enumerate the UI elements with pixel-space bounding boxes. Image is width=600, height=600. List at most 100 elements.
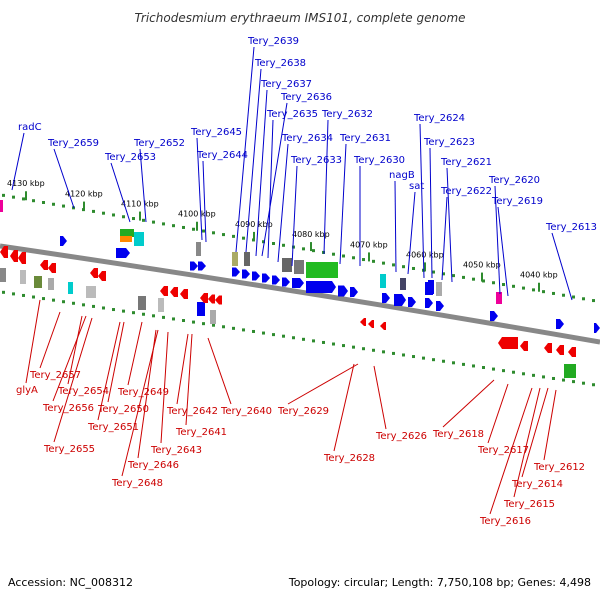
- inner-ring-dot: [32, 295, 35, 299]
- gene-label-bottom: Tery_2614: [511, 479, 563, 490]
- inner-ring-dot: [352, 345, 355, 349]
- gene-block: [496, 292, 502, 304]
- inner-ring-dot: [472, 364, 475, 368]
- reverse-gene: [0, 246, 8, 258]
- outer-ring-dot: [102, 211, 105, 215]
- outer-ring-dot: [2, 193, 5, 197]
- scale-major-tick: [481, 272, 483, 282]
- reverse-gene: [18, 252, 26, 264]
- forward-gene: [594, 323, 600, 333]
- gene-label-top: Tery_2637: [260, 79, 312, 90]
- outer-ring-dot: [592, 299, 595, 303]
- inner-ring-dot: [292, 336, 295, 340]
- genome-info-text: Topology: circular; Length: 7,750,108 bp…: [288, 576, 591, 589]
- gene-leader: [127, 321, 143, 386]
- inner-ring-dot: [72, 301, 75, 305]
- gene-leader: [277, 143, 289, 263]
- inner-ring-dot: [402, 353, 405, 357]
- gene-label-bottom: Tery_2643: [150, 445, 202, 456]
- gene-leader: [513, 387, 541, 498]
- inner-ring-dot: [122, 309, 125, 313]
- gene-leader: [235, 46, 255, 253]
- backbone-line: [0, 243, 600, 345]
- gene-label-top: sat: [409, 181, 424, 192]
- scale-label: 4110 kbp: [121, 200, 159, 209]
- inner-ring-dot: [582, 381, 585, 385]
- inner-ring-dot: [592, 383, 595, 387]
- inner-ring-dot: [302, 337, 305, 341]
- gene-label-top: Tery_2644: [196, 150, 248, 161]
- gene-leader: [139, 148, 147, 223]
- outer-ring-dot: [472, 277, 475, 281]
- forward-gene: [382, 293, 390, 303]
- gene-label-bottom: Tery_2628: [323, 453, 375, 464]
- gene-leader: [52, 315, 87, 402]
- outer-ring-dot: [262, 240, 265, 244]
- outer-ring-dot: [202, 229, 205, 233]
- outer-ring-dot: [482, 279, 485, 283]
- gene-leader: [110, 162, 131, 223]
- gene-label-bottom: Tery_2640: [220, 406, 272, 417]
- forward-gene: [60, 236, 67, 246]
- reverse-gene: [90, 268, 98, 278]
- outer-ring-dot: [342, 254, 345, 258]
- outer-ring-dot: [452, 274, 455, 278]
- gene-block: [86, 286, 96, 298]
- inner-ring-dot: [252, 329, 255, 333]
- gene-label-top: Tery_2638: [254, 58, 306, 69]
- outer-ring-dot: [192, 227, 195, 231]
- outer-ring-dot: [282, 243, 285, 247]
- gene-block: [244, 252, 250, 266]
- forward-gene: [116, 248, 130, 258]
- gene-leader: [245, 68, 262, 253]
- outer-ring-dot: [332, 252, 335, 256]
- gene-leader: [551, 232, 573, 301]
- inner-ring-dot: [542, 375, 545, 379]
- gene-leader: [185, 333, 193, 426]
- gene-label-top: Tery_2619: [491, 196, 543, 207]
- inner-ring-dot: [462, 362, 465, 366]
- gene-label-bottom: Tery_2646: [127, 460, 179, 471]
- inner-ring-dot: [442, 359, 445, 363]
- reverse-gene: [160, 286, 168, 296]
- inner-ring-dot: [22, 293, 25, 297]
- gene-label-bottom: Tery_2617: [477, 445, 529, 456]
- gene-block: [306, 262, 338, 278]
- reverse-gene: [380, 322, 386, 330]
- gene-leader: [291, 165, 298, 267]
- forward-gene: [408, 297, 416, 307]
- gene-label-top: nagB: [389, 170, 415, 181]
- outer-ring-dot: [462, 275, 465, 279]
- outer-ring-dot: [272, 242, 275, 246]
- backbone-layer: [0, 243, 600, 345]
- inner-ring-dot: [422, 356, 425, 360]
- gene-leader: [441, 196, 448, 281]
- inner-ring-dot: [562, 378, 565, 382]
- gene-leader: [97, 321, 121, 421]
- inner-ring-dot: [452, 361, 455, 365]
- inner-ring-dot: [332, 342, 335, 346]
- outer-ring-dot: [362, 258, 365, 262]
- gene-leader: [160, 331, 169, 444]
- outer-ring-dot: [412, 266, 415, 270]
- gene-block: [120, 229, 134, 237]
- inner-ring-dot: [2, 290, 5, 294]
- inner-ring-dot: [272, 333, 275, 337]
- gene-label-top: radC: [18, 122, 42, 133]
- gene-block: [138, 296, 146, 310]
- scale-major-tick: [368, 252, 370, 262]
- gene-label-bottom: Tery_2629: [277, 406, 329, 417]
- gene-block: [20, 270, 26, 284]
- scale-label: 4060 kbp: [406, 250, 444, 259]
- outer-ring-dot: [142, 218, 145, 222]
- inner-ring-dot: [102, 306, 105, 310]
- forward-gene: [232, 267, 240, 277]
- scale-major-tick: [139, 211, 141, 221]
- scale-label: 4080 kbp: [292, 230, 330, 239]
- outer-ring-dot: [232, 234, 235, 238]
- forward-gene: [394, 294, 406, 306]
- forward-gene: [198, 261, 206, 271]
- gene-label-top: Tery_2613: [545, 222, 597, 233]
- gene-leader: [267, 119, 274, 259]
- gene-label-bottom: Tery_2650: [97, 404, 149, 415]
